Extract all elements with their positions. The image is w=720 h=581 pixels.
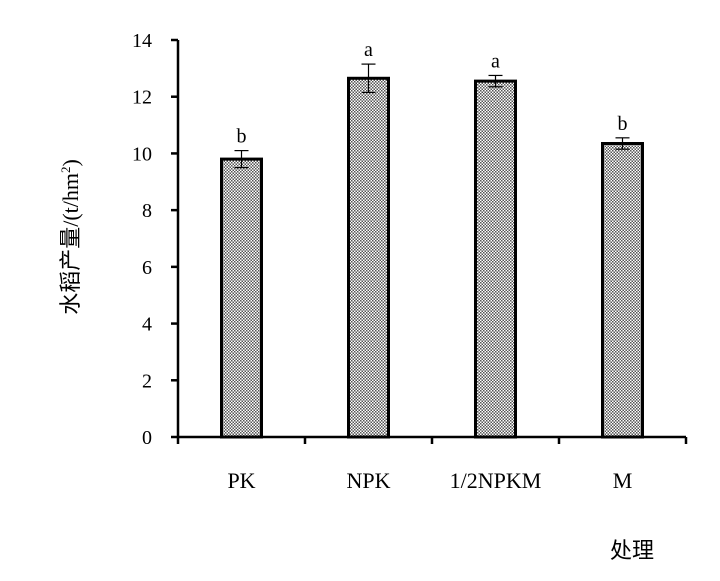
y-tick-label: 10 xyxy=(132,143,152,165)
bar-m xyxy=(601,142,644,439)
x-tick-label: NPK xyxy=(346,468,390,493)
y-axis-title: 水稻产量/(t/hm2) xyxy=(58,159,83,315)
y-tick-label: 12 xyxy=(132,87,152,109)
y-tick-label: 2 xyxy=(142,370,152,392)
bar-12npkm xyxy=(474,79,517,439)
significance-label: a xyxy=(364,39,373,61)
x-axis-title: 处理 xyxy=(610,538,654,563)
y-tick-label: 0 xyxy=(142,427,152,449)
significance-label: a xyxy=(491,50,500,72)
y-tick-label: 6 xyxy=(142,257,152,279)
y-tick-label: 8 xyxy=(142,200,152,222)
significance-label: b xyxy=(618,113,628,135)
bar-pk xyxy=(220,157,263,439)
y-tick-label: 14 xyxy=(132,30,152,52)
x-tick-label: 1/2NPKM xyxy=(450,468,542,493)
x-tick-label: M xyxy=(613,468,633,493)
significance-label: b xyxy=(237,126,247,148)
bar-npk xyxy=(347,76,390,439)
y-tick-label: 4 xyxy=(142,314,152,336)
x-tick-label: PK xyxy=(227,468,255,493)
